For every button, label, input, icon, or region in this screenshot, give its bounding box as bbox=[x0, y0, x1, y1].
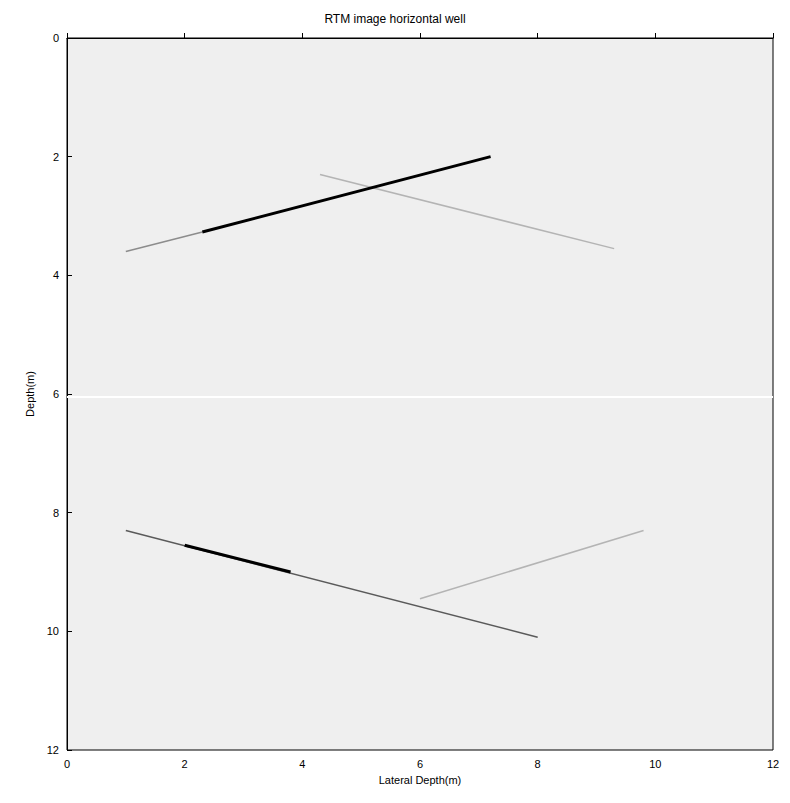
svg-text:12: 12 bbox=[47, 744, 59, 756]
svg-text:0: 0 bbox=[53, 32, 59, 44]
svg-text:10: 10 bbox=[649, 758, 661, 770]
svg-text:4: 4 bbox=[53, 269, 59, 281]
svg-text:10: 10 bbox=[47, 625, 59, 637]
svg-text:6: 6 bbox=[53, 388, 59, 400]
svg-text:6: 6 bbox=[417, 758, 423, 770]
svg-text:8: 8 bbox=[53, 507, 59, 519]
svg-text:Depth(m): Depth(m) bbox=[24, 371, 36, 417]
svg-text:12: 12 bbox=[767, 758, 779, 770]
svg-text:2: 2 bbox=[53, 151, 59, 163]
svg-text:RTM image horizontal well: RTM image horizontal well bbox=[324, 12, 465, 26]
svg-text:4: 4 bbox=[299, 758, 305, 770]
svg-text:8: 8 bbox=[535, 758, 541, 770]
svg-text:Lateral Depth(m): Lateral Depth(m) bbox=[379, 774, 462, 786]
svg-text:0: 0 bbox=[64, 758, 70, 770]
svg-text:2: 2 bbox=[182, 758, 188, 770]
